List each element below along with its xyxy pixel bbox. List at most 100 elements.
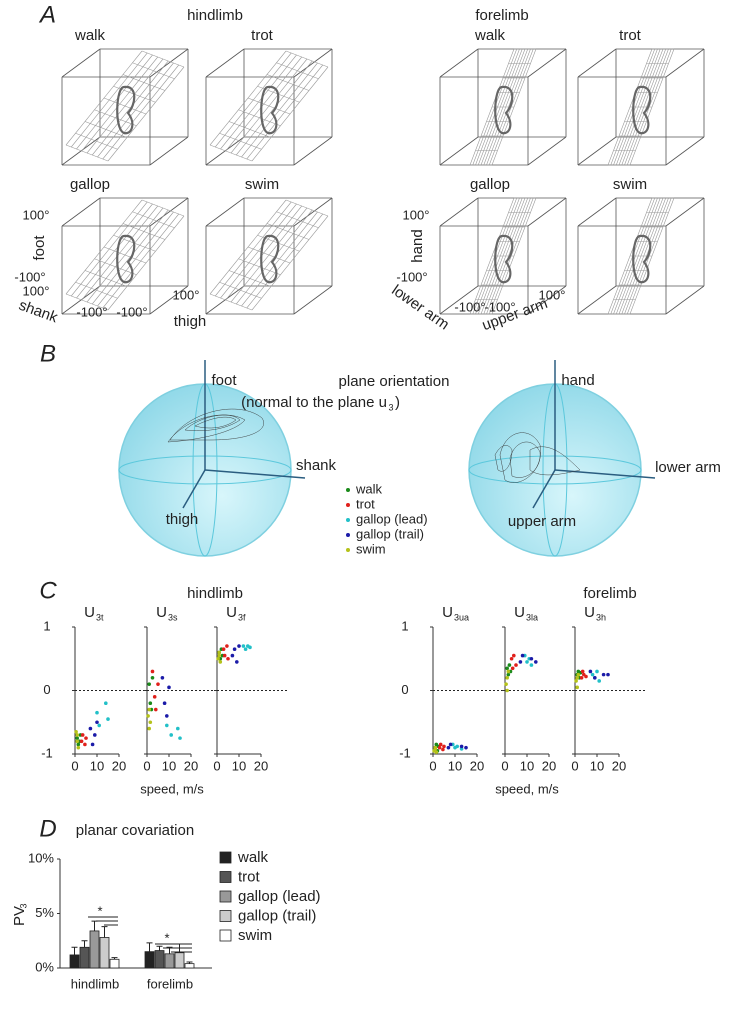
condition-title: walk bbox=[474, 27, 506, 44]
legend-label: gallop (lead) bbox=[356, 511, 428, 526]
bar bbox=[144, 951, 155, 969]
point bbox=[237, 644, 241, 648]
legend-marker bbox=[346, 488, 350, 492]
edge bbox=[483, 48, 529, 166]
edge bbox=[149, 285, 189, 315]
point bbox=[505, 688, 510, 693]
point bbox=[525, 660, 529, 664]
legend-marker bbox=[346, 503, 350, 507]
edge bbox=[293, 48, 333, 78]
point bbox=[150, 669, 155, 674]
panel-title: plane orientation bbox=[339, 373, 450, 390]
edge bbox=[285, 50, 329, 68]
point bbox=[148, 701, 153, 705]
point bbox=[434, 750, 439, 754]
x-tick-label: 10 bbox=[90, 758, 104, 773]
axis-label: thigh bbox=[174, 313, 207, 330]
plot-title: U bbox=[514, 604, 525, 621]
edge bbox=[486, 48, 531, 166]
point bbox=[148, 720, 153, 725]
point bbox=[437, 745, 442, 750]
cube bbox=[439, 197, 567, 315]
point bbox=[504, 682, 508, 686]
edge bbox=[92, 60, 169, 156]
axis-label: foot bbox=[31, 235, 48, 261]
group-title: forelimb bbox=[583, 585, 636, 602]
edge bbox=[665, 197, 705, 227]
bar bbox=[89, 930, 100, 969]
edge bbox=[527, 48, 567, 78]
error-bar bbox=[156, 945, 163, 951]
edge bbox=[122, 223, 166, 240]
point bbox=[241, 644, 246, 648]
x-tick-label: 10 bbox=[162, 758, 176, 773]
x-tick-label: 10 bbox=[448, 758, 462, 773]
surface bbox=[499, 432, 541, 483]
tick-label: 100° bbox=[23, 283, 50, 298]
point bbox=[529, 663, 534, 667]
edge bbox=[149, 197, 189, 227]
legend-swatch bbox=[219, 910, 232, 922]
edge bbox=[527, 136, 567, 166]
edge bbox=[236, 209, 313, 305]
legend-label: walk bbox=[355, 481, 383, 496]
point bbox=[446, 745, 451, 750]
axis bbox=[204, 469, 306, 479]
tick-label: 100° bbox=[539, 287, 566, 302]
condition-title: walk bbox=[74, 27, 106, 44]
point bbox=[597, 679, 601, 683]
legend-swatch bbox=[219, 871, 232, 883]
point bbox=[455, 744, 460, 749]
edge bbox=[141, 199, 185, 217]
edge bbox=[491, 197, 537, 315]
point bbox=[520, 653, 525, 658]
group-title: hindlimb bbox=[187, 585, 243, 602]
sphere bbox=[468, 360, 656, 557]
point bbox=[243, 647, 248, 652]
legend-marker bbox=[346, 533, 350, 537]
edge bbox=[527, 197, 567, 227]
edge bbox=[577, 48, 617, 78]
point bbox=[95, 710, 99, 715]
point bbox=[232, 647, 237, 652]
edge bbox=[205, 48, 245, 78]
point bbox=[584, 674, 588, 679]
edge bbox=[577, 285, 617, 315]
point bbox=[79, 739, 84, 744]
point bbox=[106, 717, 110, 721]
edge bbox=[491, 48, 537, 166]
cube bbox=[61, 48, 189, 166]
group-title: forelimb bbox=[475, 7, 528, 24]
subscript: 3h bbox=[596, 612, 606, 622]
surface bbox=[169, 408, 264, 441]
edge bbox=[629, 48, 675, 166]
point bbox=[217, 653, 221, 658]
error-bar bbox=[71, 946, 78, 955]
edge bbox=[624, 48, 669, 166]
tick-label: -100° bbox=[484, 299, 515, 314]
tick-label: -100° bbox=[396, 269, 427, 284]
bar bbox=[164, 953, 175, 969]
edge bbox=[577, 136, 617, 166]
point bbox=[518, 660, 523, 664]
loop bbox=[260, 234, 280, 284]
point bbox=[167, 685, 171, 690]
y-axis-label: PV bbox=[11, 906, 28, 926]
edge bbox=[97, 62, 174, 158]
legend-swatch bbox=[219, 851, 232, 864]
edge bbox=[149, 48, 189, 78]
error-bar bbox=[91, 920, 98, 931]
edge bbox=[665, 285, 705, 315]
point bbox=[510, 666, 515, 671]
edge bbox=[141, 50, 185, 68]
surface bbox=[184, 414, 241, 431]
axis-label: lower arm bbox=[388, 282, 452, 334]
legend-label: swim bbox=[356, 541, 386, 556]
edge bbox=[621, 48, 667, 166]
x-tick-label: 0 bbox=[213, 758, 220, 773]
point bbox=[74, 729, 78, 734]
point bbox=[154, 707, 158, 712]
point bbox=[95, 720, 99, 725]
x-tick-label: 10 bbox=[520, 758, 534, 773]
